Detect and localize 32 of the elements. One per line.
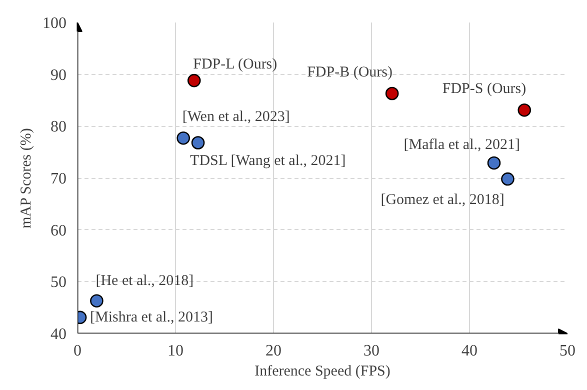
point: [487, 156, 501, 170]
x-tick-label: 40: [462, 342, 478, 360]
point: [501, 172, 514, 186]
point: [187, 74, 201, 88]
y-tick-label: 50: [50, 274, 66, 292]
y-tick-label: 90: [50, 66, 66, 84]
annotation: TDSL [Wang et al., 2021]: [190, 152, 346, 169]
annotation: [Mafla et al., 2021]: [404, 136, 520, 153]
annotation: [Mishra et al., 2013]: [90, 309, 213, 326]
y-tick-label: 100: [42, 15, 66, 32]
y-tick-label: 70: [50, 170, 66, 188]
annotation: [He et al., 2018]: [96, 272, 194, 289]
y-tick-label: 40: [50, 326, 66, 343]
y-axis-title: mAP Scores (%): [18, 128, 34, 228]
point: [176, 131, 190, 145]
y-tick-label: 80: [50, 118, 66, 136]
annotation: [Wen et al., 2023]: [182, 109, 290, 126]
annotation: [Gomez et al., 2018]: [380, 192, 504, 208]
x-tick-label: 30: [364, 342, 380, 360]
point: [191, 136, 205, 150]
x-axis-title: Inference Speed (FPS): [254, 364, 390, 380]
point: [385, 86, 399, 100]
x-tick-label: 20: [266, 342, 282, 360]
point: [518, 103, 532, 117]
x-tick-label: 50: [560, 342, 576, 360]
annotation: FDP-L (Ours): [193, 56, 278, 73]
annotation: FDP-S (Ours): [442, 81, 526, 98]
x-tick-label: 10: [168, 342, 184, 360]
annotation: FDP-B (Ours): [307, 64, 393, 81]
y-tick-label: 60: [50, 222, 66, 240]
x-tick-label: 0: [74, 342, 82, 360]
point: [90, 294, 104, 308]
